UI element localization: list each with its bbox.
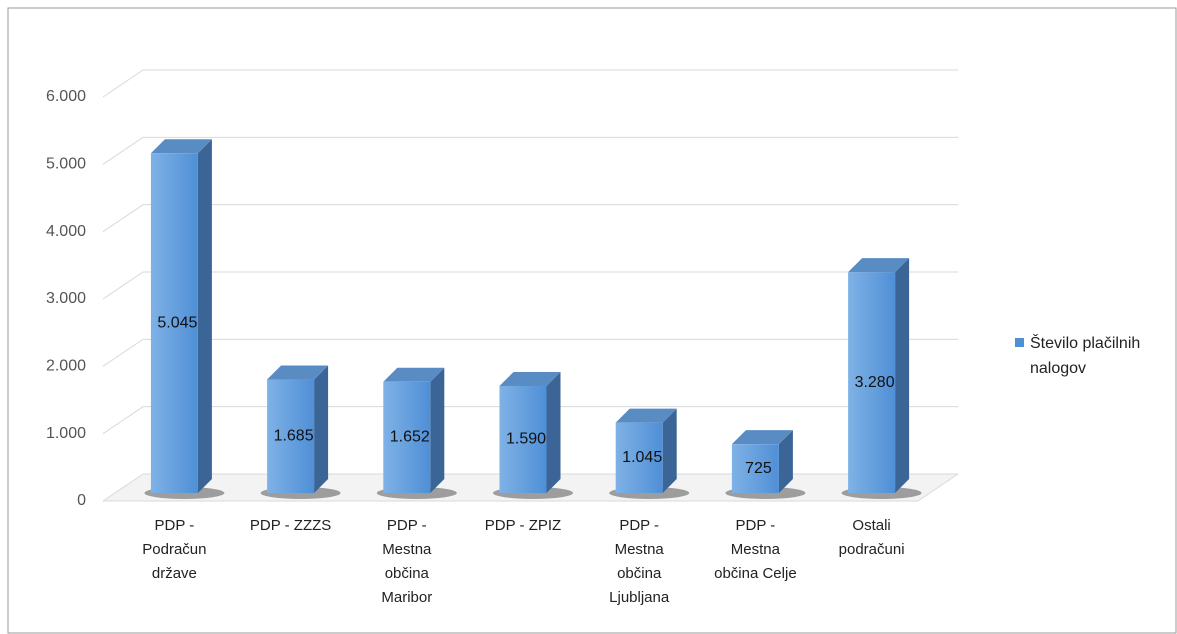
x-tick-label: PDP - Mestna občina Celje: [714, 517, 797, 582]
bar: [615, 422, 663, 493]
grid-line: [102, 136, 958, 165]
bar: [848, 272, 896, 493]
grid-line: [102, 204, 958, 233]
x-tick-label: PDP - Mestna občina Maribor: [381, 517, 433, 606]
data-label: 1.685: [274, 427, 314, 444]
bar-side: [895, 258, 910, 493]
x-tick-label: PDP - Podračun države: [142, 517, 207, 582]
bar-top: [383, 367, 445, 382]
floor-edge: [917, 473, 959, 502]
bar-top: [615, 408, 677, 423]
grid-line: [102, 473, 958, 502]
grid-line: [102, 271, 958, 300]
bar-side: [778, 430, 793, 493]
bar: [499, 385, 547, 493]
grid-line: [102, 69, 958, 98]
bar: [383, 381, 431, 493]
bar: [150, 153, 198, 493]
x-tick-label: PDP - ZZZS: [249, 517, 332, 534]
bar: [731, 444, 779, 493]
y-tick-label: 1.000: [46, 425, 86, 442]
x-tick-label: PDP - Mestna občina Ljubljana: [609, 517, 670, 606]
bar-top: [731, 430, 793, 445]
data-label: 1.652: [390, 429, 430, 446]
legend-label: Število plačilnih nalogov: [1030, 335, 1141, 377]
y-tick-label: 0: [77, 492, 86, 509]
x-tick-label: Ostali podračuni: [838, 517, 905, 558]
data-label: 1.590: [506, 431, 546, 448]
data-label: 5.045: [157, 314, 197, 331]
data-label: 1.045: [622, 449, 662, 466]
bar-side: [662, 408, 677, 493]
y-tick-label: 4.000: [46, 223, 86, 240]
grid-line: [102, 406, 958, 435]
frame: [7, 7, 1177, 634]
bar-side: [197, 139, 212, 493]
legend-swatch: [1015, 338, 1024, 347]
grid-line: [102, 338, 958, 367]
bar-top: [499, 371, 561, 386]
y-tick-label: 5.000: [46, 156, 86, 173]
y-tick-label: 6.000: [46, 88, 86, 105]
bar-top: [150, 139, 212, 154]
x-tick-label: PDP - ZPIZ: [484, 517, 562, 534]
bar-side: [430, 367, 445, 493]
bar-top: [267, 365, 329, 380]
y-tick-label: 3.000: [46, 290, 86, 307]
bar-side: [314, 365, 329, 493]
y-tick-label: 2.000: [46, 358, 86, 375]
data-label: 3.280: [855, 374, 895, 391]
data-label: 725: [745, 460, 772, 477]
bar: [267, 379, 315, 493]
bar-top: [848, 258, 910, 273]
bar-side: [546, 371, 561, 493]
